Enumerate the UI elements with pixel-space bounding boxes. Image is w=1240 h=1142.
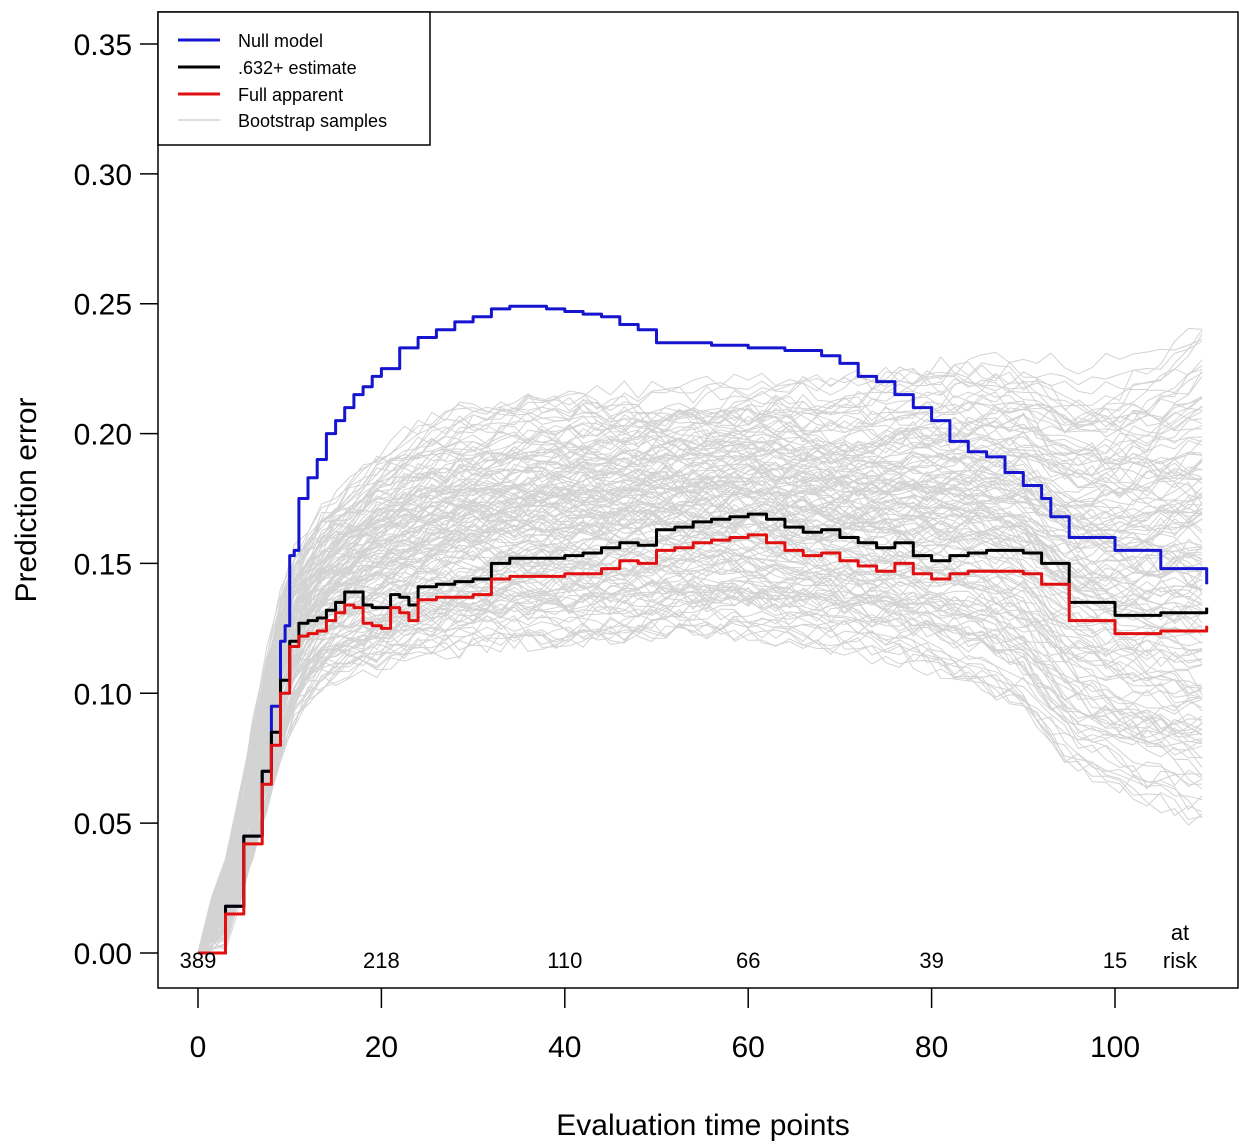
bootstrap-sample-line: [197, 436, 1203, 954]
bootstrap-sample-line: [197, 424, 1203, 954]
y-axis: 0.00 0.05 0.10 0.15 0.20 0.25 0.30 0.35: [74, 29, 158, 971]
series-line-632-estimate: [198, 512, 1209, 955]
bootstrap-sample-line: [197, 596, 1203, 954]
bootstrap-sample-line: [197, 389, 1203, 954]
at-risk-count: 15: [1103, 948, 1127, 973]
bootstrap-sample-line: [197, 557, 1203, 954]
y-tick-label: 0.35: [74, 29, 132, 62]
legend-label-632-estimate: .632+ estimate: [238, 58, 357, 78]
bootstrap-sample-line: [197, 450, 1203, 954]
bootstrap-sample-line: [197, 368, 1203, 954]
bootstrap-sample-line: [197, 475, 1203, 954]
bootstrap-sample-line: [197, 562, 1203, 954]
bootstrap-sample-line: [197, 531, 1203, 954]
bootstrap-sample-line: [197, 327, 1203, 954]
bootstrap-sample-line: [197, 530, 1203, 954]
bootstrap-sample-line: [197, 498, 1203, 954]
legend: Null model .632+ estimate Full apparent …: [157, 11, 431, 146]
y-tick-label: 0.15: [74, 548, 132, 581]
bootstrap-sample-line: [197, 451, 1203, 954]
bootstrap-sample-line: [197, 359, 1203, 954]
bootstrap-sample-line: [197, 425, 1203, 954]
bootstrap-sample-line: [197, 522, 1203, 954]
bootstrap-sample-line: [197, 586, 1203, 954]
at-risk-count: 66: [736, 948, 760, 973]
bootstrap-sample-line: [197, 468, 1203, 954]
bootstrap-sample-line: [197, 390, 1203, 954]
bootstrap-sample-line: [197, 329, 1203, 954]
y-tick-label: 0.25: [74, 289, 132, 322]
x-axis-title: Evaluation time points: [556, 1109, 850, 1142]
x-tick-label: 60: [732, 1031, 765, 1064]
bootstrap-sample-line: [197, 623, 1203, 954]
bootstrap-sample-line: [197, 623, 1203, 954]
y-tick-label: 0.10: [74, 678, 132, 711]
bootstrap-sample-line: [197, 449, 1203, 954]
x-tick-label: 40: [548, 1031, 581, 1064]
bootstrap-sample-line: [197, 568, 1203, 954]
x-tick-label: 0: [190, 1031, 207, 1064]
plot-frame: [157, 11, 1239, 989]
bootstrap-sample-line: [197, 428, 1203, 954]
bootstrap-sample-line: [197, 582, 1203, 954]
bootstrap-sample-line: [197, 521, 1203, 954]
x-tick-label: 100: [1090, 1031, 1140, 1064]
series-lines: [198, 304, 1209, 955]
bootstrap-sample-line: [197, 334, 1203, 954]
legend-label-bootstrap-samples: Bootstrap samples: [238, 111, 387, 131]
bootstrap-sample-line: [197, 476, 1203, 954]
bootstrap-sample-line: [197, 516, 1203, 954]
bootstrap-sample-line: [197, 571, 1203, 954]
bootstrap-sample-line: [197, 608, 1203, 954]
bootstrap-sample-line: [197, 560, 1203, 954]
bootstrap-sample-line: [197, 568, 1203, 954]
x-axis: 0 20 40 60 80 100: [190, 988, 1140, 1064]
at-risk-count: 39: [919, 948, 943, 973]
bootstrap-sample-line: [197, 537, 1203, 954]
legend-label-full-apparent: Full apparent: [238, 85, 343, 105]
x-tick-label: 20: [365, 1031, 398, 1064]
at-risk-count: 110: [547, 948, 582, 973]
bootstrap-sample-line: [197, 405, 1203, 954]
bootstrap-sample-line: [197, 590, 1203, 954]
at-risk-label-line2: risk: [1163, 948, 1198, 973]
bootstrap-sample-line: [197, 585, 1203, 954]
legend-box: [157, 11, 431, 146]
bootstrap-sample-line: [197, 434, 1203, 954]
at-risk-label-line1: at: [1171, 920, 1189, 945]
at-risk-count: 389: [180, 948, 217, 973]
bootstrap-sample-line: [197, 574, 1203, 954]
bootstrap-sample-line: [197, 471, 1203, 954]
y-tick-label: 0.00: [74, 938, 132, 971]
bootstrap-sample-line: [197, 544, 1203, 954]
y-axis-title: Prediction error: [10, 397, 43, 602]
bootstrap-sample-line: [197, 449, 1203, 954]
y-tick-label: 0.30: [74, 159, 132, 192]
x-tick-label: 80: [915, 1031, 948, 1064]
bootstrap-sample-line: [197, 505, 1203, 954]
bootstrap-sample-line: [197, 491, 1203, 954]
bootstrap-sample-line: [197, 541, 1203, 954]
legend-label-null-model: Null model: [238, 31, 323, 51]
y-tick-label: 0.20: [74, 419, 132, 452]
series-line-null-model: [198, 304, 1209, 955]
at-risk-count: 218: [363, 948, 400, 973]
bootstrap-sample-line: [197, 551, 1203, 954]
y-tick-label: 0.05: [74, 808, 132, 841]
bootstrap-sample-line: [197, 543, 1203, 954]
at-risk-row: 389 218 110 66 39 15 at risk: [180, 920, 1198, 973]
bootstrap-sample-line: [197, 338, 1203, 954]
bootstrap-sample-line: [197, 557, 1203, 954]
bootstrap-sample-line: [197, 598, 1203, 954]
bootstrap-sample-line: [197, 464, 1203, 954]
bootstrap-sample-line: [197, 589, 1203, 954]
bootstrap-sample-lines: [197, 327, 1203, 954]
bootstrap-sample-line: [197, 487, 1203, 954]
bootstrap-sample-line: [197, 595, 1203, 954]
series-line-full-apparent: [198, 533, 1209, 955]
bootstrap-sample-line: [197, 510, 1203, 954]
